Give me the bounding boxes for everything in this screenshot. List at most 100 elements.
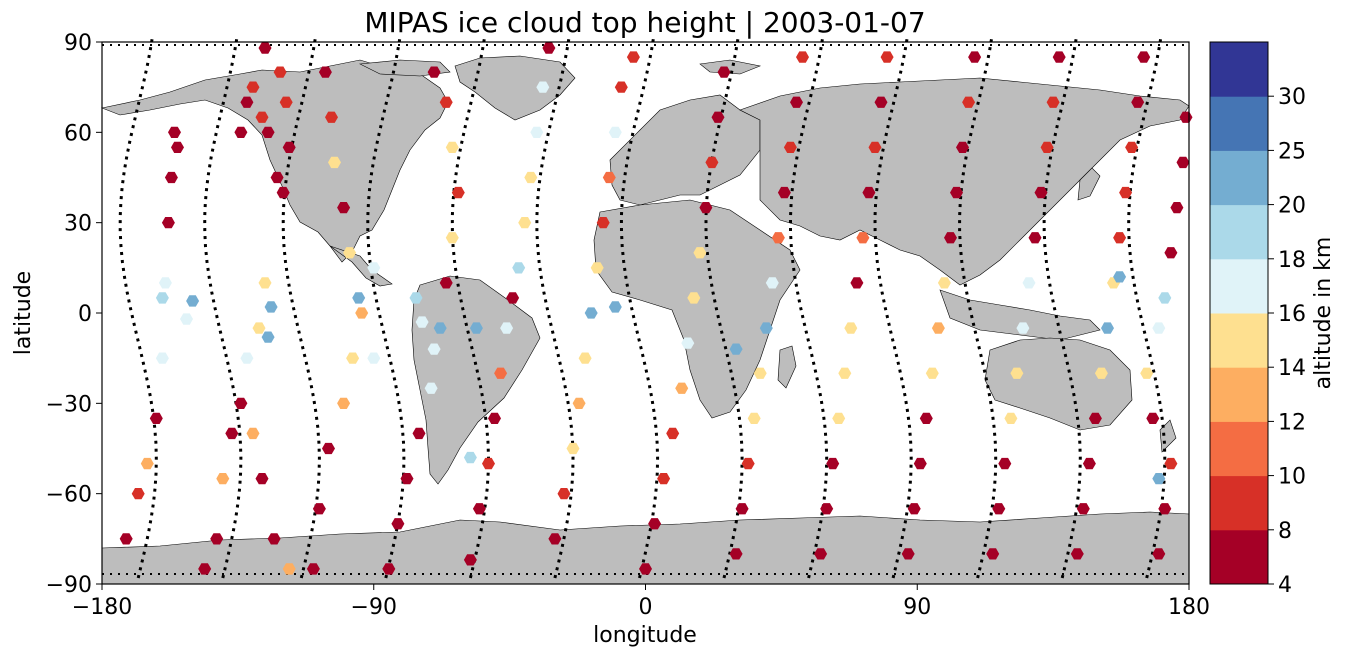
colorbar-tick-label: 25 — [1278, 139, 1306, 164]
data-point — [626, 51, 640, 63]
land-greenland — [454, 55, 576, 121]
data-point — [711, 111, 725, 123]
data-point — [542, 42, 556, 54]
colorbar-segment — [1210, 96, 1268, 151]
data-point — [482, 457, 495, 470]
data-point — [759, 322, 773, 334]
data-point — [913, 457, 927, 470]
data-point — [155, 352, 169, 364]
orbit-track — [958, 35, 998, 579]
x-axis-ticks: −180 −90 0 90 180 — [72, 584, 1210, 620]
land-se-asia-islands — [939, 289, 1101, 341]
data-point — [832, 412, 846, 424]
data-point — [681, 337, 695, 349]
data-point — [1158, 292, 1172, 304]
data-point — [488, 412, 501, 424]
data-point — [790, 96, 803, 108]
data-point — [614, 81, 628, 93]
x-tick-label: 0 — [639, 595, 653, 620]
data-point — [512, 262, 526, 274]
data-point — [273, 66, 287, 78]
data-point — [1022, 277, 1036, 289]
data-point — [382, 563, 396, 575]
data-point — [240, 96, 254, 108]
data-point — [596, 217, 610, 229]
data-point — [352, 292, 366, 304]
colorbar-segment — [1210, 204, 1268, 260]
data-point — [530, 126, 544, 138]
data-point — [1140, 367, 1154, 379]
colorbar-tick-label: 16 — [1278, 302, 1306, 327]
data-point — [439, 96, 453, 108]
data-point — [337, 202, 351, 214]
data-point — [391, 518, 405, 530]
x-tick-label: 180 — [1168, 595, 1210, 620]
land-madagascar — [777, 345, 797, 389]
data-point — [735, 503, 749, 515]
y-tick-label: −60 — [46, 483, 92, 508]
data-point — [367, 262, 381, 274]
orbit-track — [535, 35, 575, 579]
orbit-track — [118, 35, 158, 579]
data-point — [777, 186, 791, 199]
data-point — [1152, 473, 1166, 485]
data-point — [1004, 412, 1018, 424]
orbit-track — [704, 35, 744, 579]
data-point — [666, 427, 680, 440]
data-point — [161, 217, 175, 229]
data-point — [931, 322, 945, 334]
data-point — [270, 171, 284, 184]
data-point — [216, 473, 230, 485]
data-point — [1034, 186, 1048, 199]
data-point — [306, 563, 320, 575]
data-point — [524, 171, 538, 184]
data-point — [412, 427, 426, 440]
data-point — [1101, 322, 1114, 334]
data-point — [1082, 457, 1096, 470]
data-point — [705, 156, 719, 169]
data-points — [119, 42, 1193, 575]
data-point — [648, 518, 662, 530]
colorbar-tick-label: 30 — [1278, 85, 1306, 110]
colorbar-segment — [1210, 258, 1268, 314]
data-point — [1016, 322, 1030, 334]
data-point — [856, 232, 870, 244]
data-point — [252, 322, 266, 334]
data-point — [741, 457, 755, 470]
data-point — [427, 66, 441, 78]
y-tick-label: 0 — [78, 302, 92, 327]
orbit-track — [1042, 35, 1082, 579]
data-point — [950, 186, 963, 199]
data-point — [409, 292, 423, 304]
data-point — [1164, 247, 1178, 259]
data-point — [1137, 51, 1151, 63]
data-point — [258, 42, 272, 54]
data-point — [765, 277, 779, 289]
data-point — [451, 186, 465, 199]
data-point — [919, 412, 933, 424]
x-tick-label: 90 — [903, 595, 931, 620]
data-point — [343, 247, 357, 259]
data-point — [469, 322, 483, 334]
data-point — [901, 548, 915, 560]
data-point — [1164, 457, 1178, 470]
y-tick-label: −90 — [46, 573, 92, 598]
colorbar-segment — [1210, 150, 1268, 206]
data-point — [240, 352, 254, 364]
land-svalbard-area — [699, 59, 762, 75]
data-point — [1176, 156, 1190, 169]
data-point — [337, 397, 351, 409]
data-point — [506, 292, 520, 304]
data-point — [463, 451, 477, 464]
data-point — [956, 141, 969, 153]
data-point — [140, 457, 154, 470]
data-point — [1094, 367, 1108, 379]
data-point — [279, 96, 293, 108]
data-point — [844, 322, 858, 334]
data-point — [255, 473, 269, 485]
orbit-track — [366, 35, 406, 579]
data-point — [578, 352, 592, 364]
colorbar-segment — [1210, 529, 1268, 585]
data-point — [439, 277, 453, 289]
